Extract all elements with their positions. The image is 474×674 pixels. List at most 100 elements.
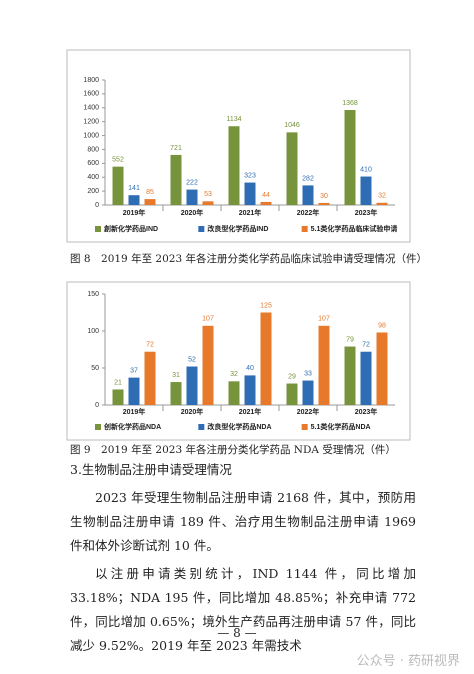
bar: [228, 126, 240, 205]
bar: [376, 332, 388, 405]
bar: [170, 382, 182, 405]
y-tick-label: 100: [87, 328, 99, 335]
legend-label: 5.1类化学药品临床试验申请: [311, 224, 398, 233]
bar: [360, 176, 372, 205]
legend-label: 5.1类化学药品NDA: [311, 422, 371, 431]
page-number: — 8 —: [217, 626, 257, 640]
y-tick-label: 1000: [83, 132, 99, 139]
y-tick-label: 800: [87, 146, 99, 153]
bar: [260, 201, 272, 205]
data-label: 141: [128, 185, 140, 192]
bar: [112, 389, 124, 405]
bar: [344, 346, 356, 405]
data-label: 222: [186, 179, 198, 186]
x-tick-label: 2022年: [297, 407, 320, 416]
bar: [144, 199, 156, 205]
paragraph: 2023 年受理生物制品注册申请 2168 件，其中，预防用生物制品注册申请 1…: [70, 490, 416, 553]
y-tick-label: 1400: [83, 105, 99, 112]
x-tick-label: 2019年: [123, 208, 146, 217]
chart: 0 200 400 600 800 1000 1200 1400 1600 1800 2019年 55…: [66, 49, 411, 243]
data-label: 52: [188, 356, 196, 363]
section: 3.生物制品注册申请受理情况 2023 年受理生物制品注册申请 2168 件，其…: [70, 458, 416, 658]
caption: 图 9 2019 年至 2023 年各注册分类化学药品 NDA 受理情况（件）: [70, 444, 396, 456]
data-label: 40: [246, 365, 254, 372]
y-tick-label: 50: [91, 365, 99, 372]
y-tick-label: 1200: [83, 119, 99, 126]
y-tick-label: 150: [87, 291, 99, 298]
data-label: 21: [114, 379, 122, 386]
y-tick-label: 200: [87, 188, 99, 195]
bar: [360, 351, 372, 405]
x-tick-label: 2021年: [239, 208, 262, 217]
data-label: 33: [304, 370, 312, 377]
chart: 0 50 100 150 2019年 21 37 72 2020年 31 52 107 2021年 32 4…: [66, 281, 411, 441]
data-label: 107: [318, 316, 330, 323]
y-tick-label: 400: [87, 174, 99, 181]
data-label: 410: [360, 166, 372, 173]
data-label: 85: [146, 189, 154, 196]
caption: 图 8 2019 年至 2023 年各注册分类化学药品临床试验申请受理情况（件）: [70, 253, 427, 265]
bar: [186, 366, 198, 405]
y-tick-label: 0: [95, 202, 99, 209]
data-label: 32: [230, 371, 238, 378]
paragraph: 以注册申请类别统计，IND 1144 件，同比增加 33.18%；NDA 195…: [70, 566, 416, 653]
bar: [376, 202, 388, 205]
legend-label: 创新化学药品NDA: [103, 422, 161, 431]
data-label: 72: [362, 342, 370, 349]
legend-swatch: [301, 424, 308, 430]
x-tick-label: 2022年: [297, 208, 320, 217]
x-tick-label: 2020年: [181, 407, 204, 416]
bar: [144, 351, 156, 405]
bar: [128, 377, 140, 405]
bar: [244, 375, 256, 405]
x-tick-label: 2023年: [355, 407, 378, 416]
legend-swatch: [198, 226, 205, 232]
data-label: 282: [302, 175, 314, 182]
legend-label: 改良型化学药品NDA: [207, 422, 271, 431]
data-label: 1368: [342, 100, 358, 107]
data-label: 98: [378, 322, 386, 329]
data-label: 1046: [284, 122, 300, 129]
data-label: 72: [146, 342, 154, 349]
bar: [302, 185, 314, 205]
bar: [186, 189, 198, 205]
bar: [318, 202, 330, 205]
y-tick-label: 1800: [83, 77, 99, 84]
data-label: 29: [288, 373, 296, 380]
chart-frame: [66, 281, 411, 441]
bar: [128, 195, 140, 205]
watermark: 公众号 · 药研视界: [356, 654, 460, 669]
bar: [260, 312, 272, 405]
legend-swatch: [301, 226, 308, 232]
legend-label: 創新化学药品IND: [103, 224, 158, 233]
data-label: 37: [130, 367, 138, 374]
legend-swatch: [95, 424, 101, 430]
bar: [318, 325, 330, 405]
bar: [228, 381, 240, 405]
legend-swatch: [95, 226, 101, 232]
bar: [202, 201, 214, 205]
data-label: 32: [378, 193, 386, 200]
y-tick-label: 1600: [83, 91, 99, 98]
bar: [112, 166, 124, 205]
bar: [244, 182, 256, 205]
data-label: 79: [346, 336, 354, 343]
data-label: 53: [204, 191, 212, 198]
bar: [302, 380, 314, 405]
y-tick-label: 0: [95, 402, 99, 409]
bar: [286, 383, 298, 405]
x-tick-label: 2023年: [355, 208, 378, 217]
data-label: 721: [170, 145, 182, 152]
data-label: 107: [202, 316, 214, 323]
data-label: 552: [112, 157, 124, 164]
bar: [202, 325, 214, 405]
legend-label: 改良型化学药品IND: [207, 224, 268, 233]
data-label: 323: [244, 172, 256, 179]
data-label: 1134: [226, 116, 241, 123]
x-tick-label: 2019年: [123, 407, 146, 416]
data-label: 31: [172, 372, 180, 379]
legend-swatch: [198, 424, 205, 430]
x-tick-label: 2021年: [239, 407, 262, 416]
bar: [344, 110, 356, 205]
